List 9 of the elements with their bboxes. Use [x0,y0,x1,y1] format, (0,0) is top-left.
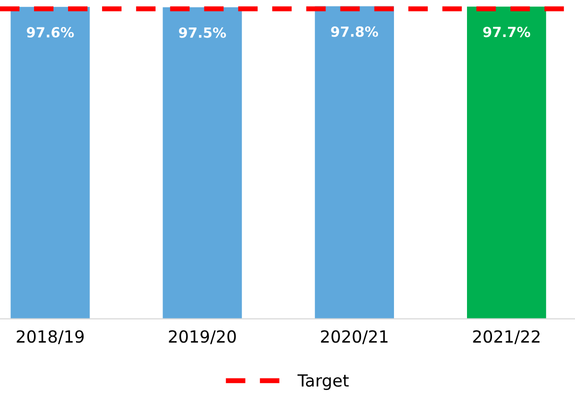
x-tick-label: 2018/19 [16,330,84,344]
data-label: 97.7% [483,26,530,38]
x-tick-label: 2020/21 [321,330,388,344]
x-tick-label: 2019/20 [168,330,236,344]
data-label: 97.8% [331,26,378,37]
x-tick-label: 2021/22 [473,330,540,344]
data-label: 97.5% [178,27,226,38]
legend-label: Target [297,374,349,390]
data-label: 97.6% [26,27,74,38]
